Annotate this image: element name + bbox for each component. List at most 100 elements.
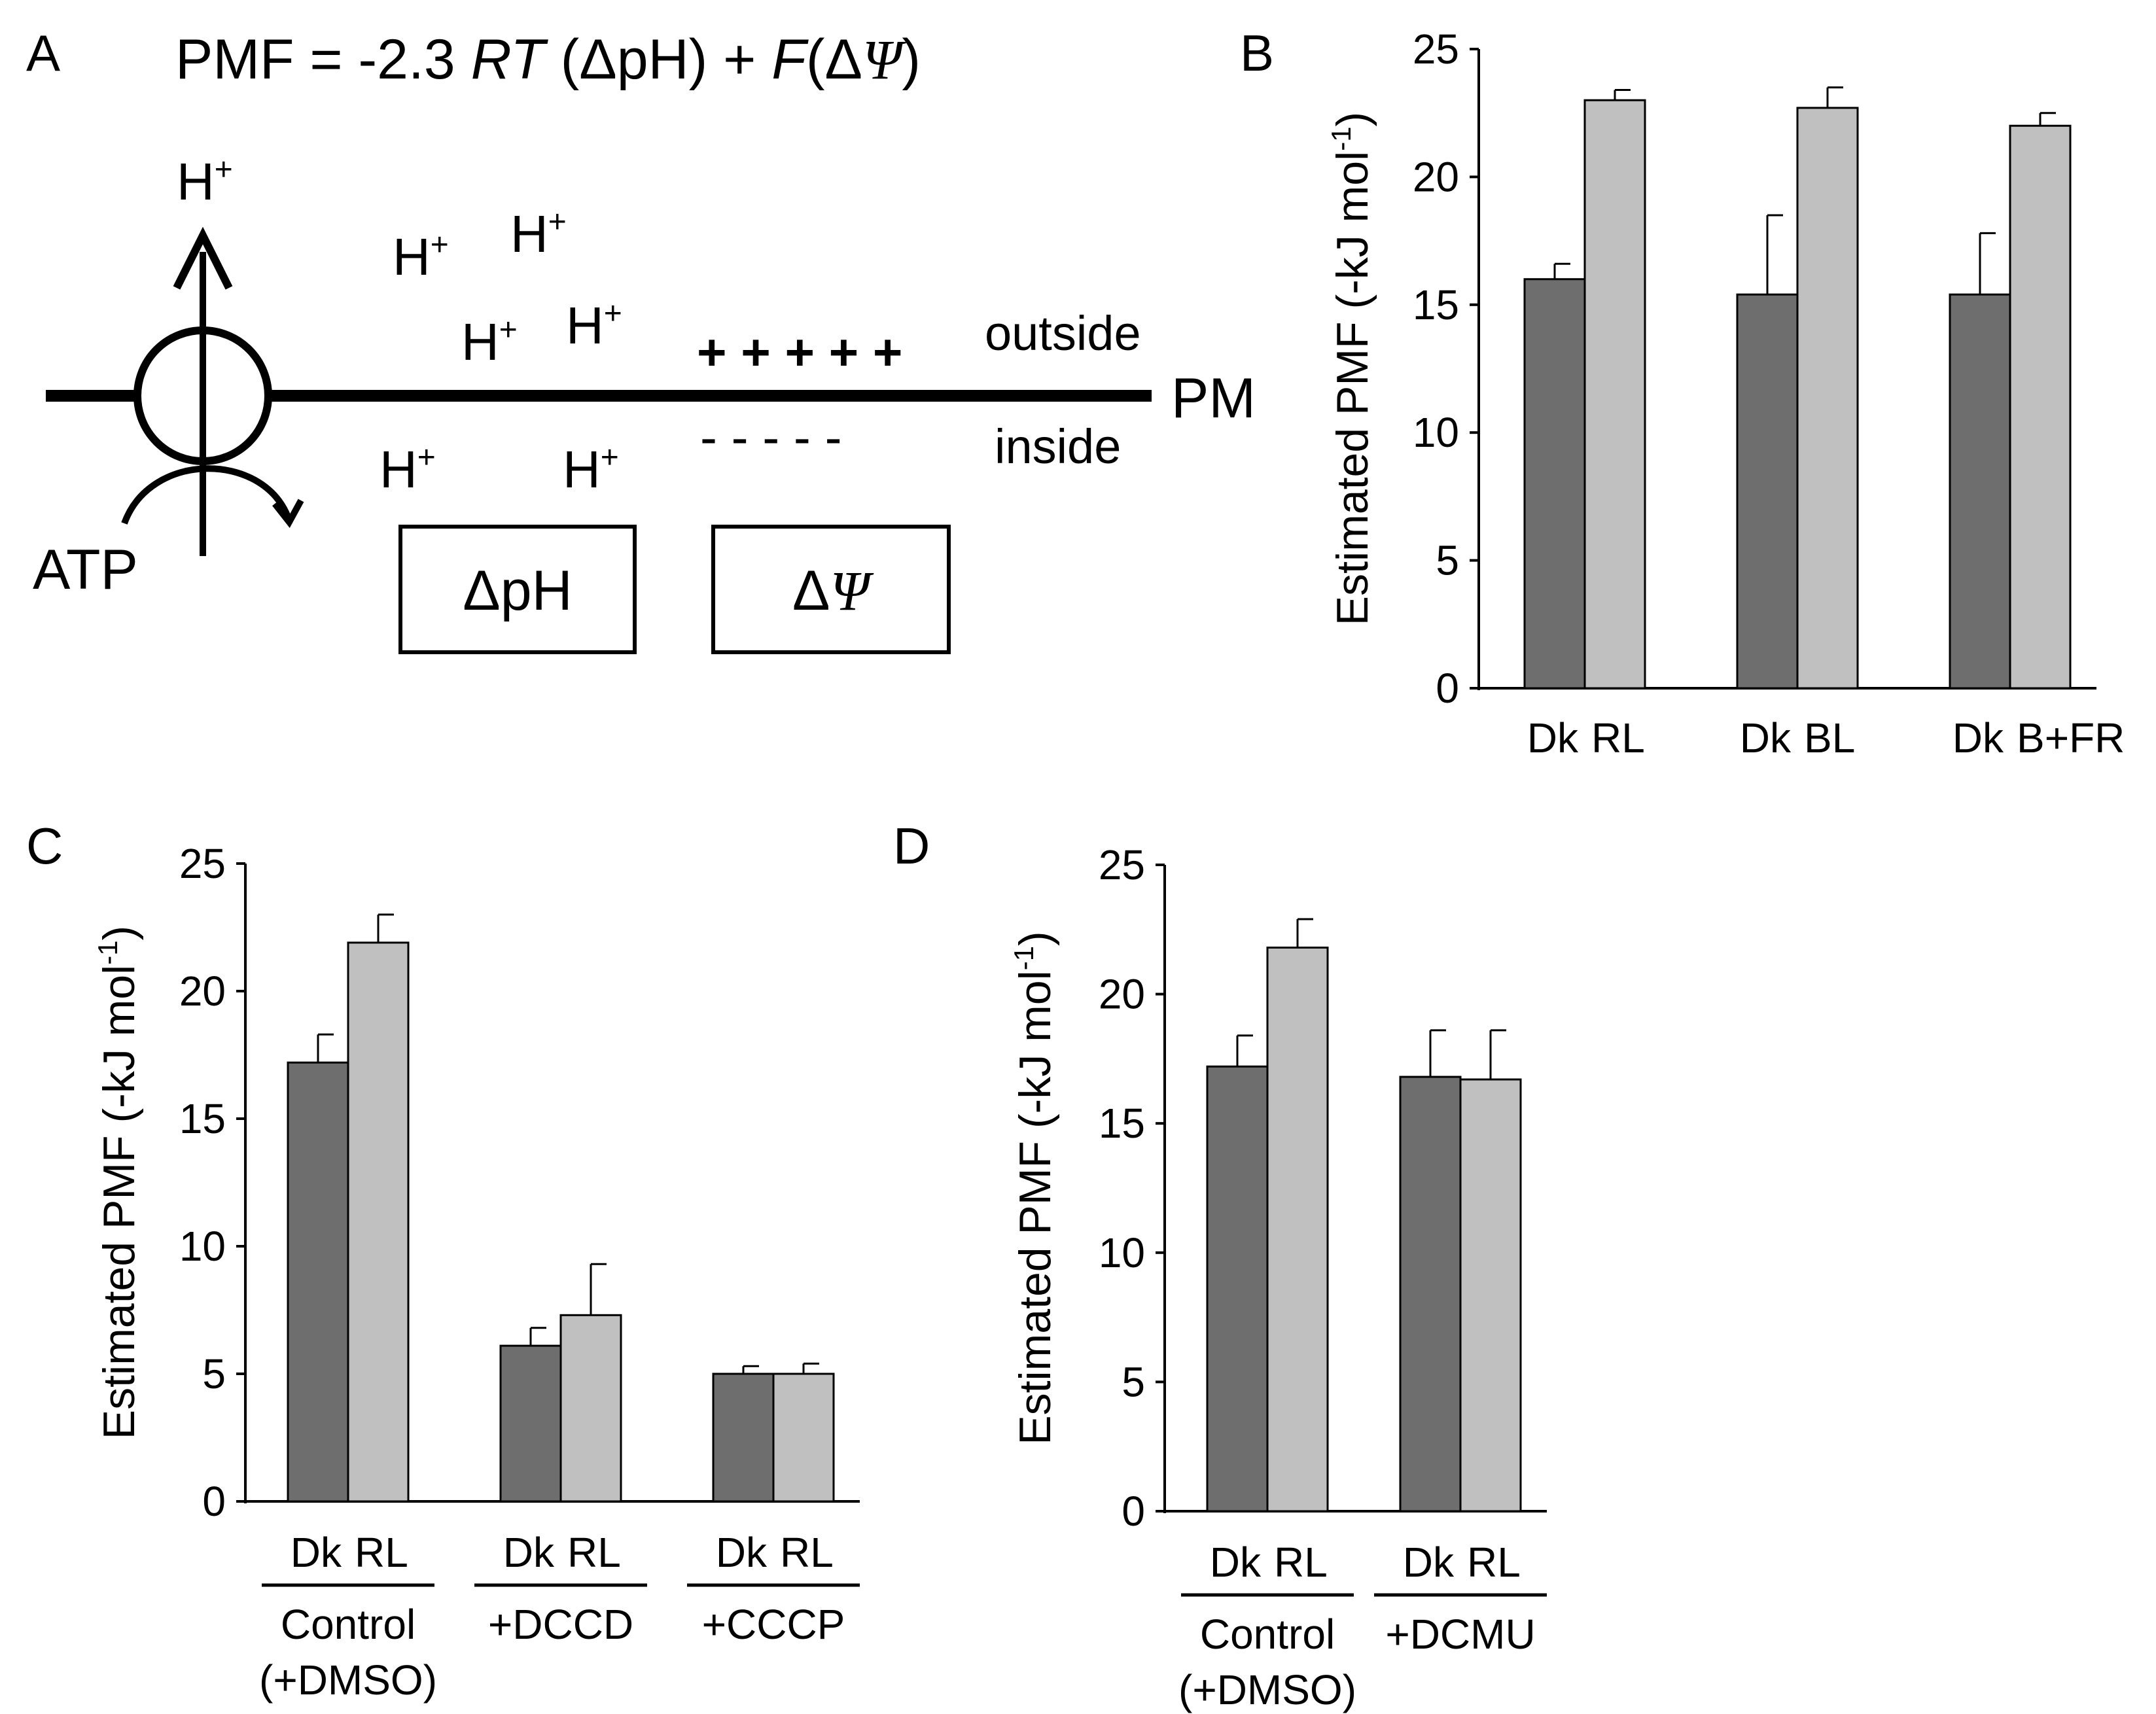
y-tick-label: 20: [1099, 971, 1145, 1018]
panel-letter-b: B: [1240, 24, 1274, 82]
bar-light: [559, 1314, 622, 1503]
treatment-label: +CCCP: [702, 1601, 845, 1648]
x-label-dark: Dk: [1527, 714, 1579, 761]
x-label-light: RL: [780, 1529, 834, 1576]
bar-light: [1796, 107, 1859, 690]
x-label-light: RL: [1467, 1539, 1521, 1586]
inside-label: inside: [995, 419, 1121, 474]
y-tick-label: 20: [1413, 153, 1459, 200]
formula-rt: RT: [471, 28, 549, 91]
y-tick-label: 5: [1122, 1358, 1145, 1405]
y-axis-label: Estimated PMF (-kJ mol-1): [1008, 931, 1060, 1444]
treatment-label: Control: [281, 1601, 415, 1648]
atp-hydrolysis-arrow: [121, 465, 291, 525]
outside-label: outside: [985, 306, 1141, 360]
negative-charges: - - - - -: [700, 408, 842, 466]
proton-in-2: H+: [563, 440, 619, 498]
y-axis-label-close: ): [94, 926, 144, 941]
y-tick-label: 25: [179, 840, 226, 887]
panel-letter-d: D: [893, 817, 930, 875]
bar-dark: [1399, 1076, 1462, 1513]
bar-light: [1266, 946, 1329, 1513]
formula-open: (Δ: [806, 28, 862, 91]
y-tick-label: 10: [179, 1223, 226, 1270]
pump-arrow-head: [173, 226, 233, 290]
atp-arrow-head: [272, 498, 304, 529]
treatment-label: Control: [1200, 1611, 1335, 1658]
x-label-light: RL: [355, 1529, 408, 1576]
bar-dark: [287, 1061, 349, 1503]
bar-light: [1459, 1078, 1522, 1513]
bar-dark: [1206, 1065, 1269, 1513]
delta-ph-label: ΔpH: [463, 559, 572, 622]
proton-out-4: H+: [566, 296, 622, 355]
bar-light: [347, 941, 410, 1503]
y-tick-label: 15: [1413, 281, 1459, 328]
y-tick-label: 10: [1413, 409, 1459, 456]
y-axis-label: Estimated PMF (-kJ mol-1): [1326, 112, 1377, 625]
bar-dark: [712, 1373, 775, 1503]
x-label-light: B+FR: [2017, 714, 2125, 761]
y-tick-label: 0: [1436, 665, 1459, 712]
y-axis-label-main: Estimated PMF (-kJ mol: [1010, 970, 1060, 1444]
y-axis-label-close: ): [1010, 931, 1060, 946]
x-label-dark: Dk: [1740, 714, 1792, 761]
formula-mid: (ΔpH) +: [545, 28, 772, 91]
positive-charges: + + + + +: [697, 323, 902, 381]
x-label-dark: Dk: [1403, 1539, 1455, 1586]
bar-dark: [499, 1344, 562, 1503]
treatment-label: (+DMSO): [1178, 1666, 1356, 1713]
formula-f: F: [771, 28, 809, 91]
proton-pumped: H+: [177, 152, 233, 211]
delta-psi-box: [711, 525, 951, 654]
panel-a: A PMF = -2.3 RT (ΔpH) + F(ΔΨ) PM ATP H+ …: [26, 24, 1256, 654]
y-axis-label-main: Estimated PMF (-kJ mol: [94, 965, 144, 1439]
delta-psi-label: ΔΨ: [792, 559, 874, 622]
x-label-dark: Dk: [503, 1529, 555, 1576]
formula-psi: Ψ: [862, 28, 906, 91]
x-label-light: BL: [1804, 714, 1855, 761]
x-label-light: RL: [1591, 714, 1645, 761]
y-tick-label: 5: [202, 1350, 226, 1397]
y-axis-label: Estimated PMF (-kJ mol-1): [92, 926, 144, 1439]
chart-b: 0 5 10 15 20 25 Estimated PMF (-kJ mol-1) Dk RL D…: [1326, 26, 2125, 761]
y-tick-label: 0: [1122, 1488, 1145, 1535]
y-axis-label-close: ): [1328, 112, 1377, 127]
y-tick-label: 20: [179, 968, 226, 1015]
x-label-dark: Dk: [1953, 714, 2004, 761]
proton-out-3: H+: [461, 313, 518, 371]
membrane-label: PM: [1171, 367, 1256, 430]
y-axis-label-sup: -1: [1008, 946, 1039, 970]
atp-label: ATP: [33, 538, 138, 601]
x-label-dark: Dk: [291, 1529, 342, 1576]
delta-ph-box: [398, 525, 637, 654]
x-label-dark: Dk: [1210, 1539, 1262, 1586]
chart-d: 0 5 10 15 20 25 Estimated PMF (-kJ mol-1) Dk RL C…: [1008, 841, 1547, 1713]
panel-letter-a: A: [26, 24, 60, 82]
x-label-dark: Dk: [716, 1529, 768, 1576]
panel-letter-c: C: [26, 817, 63, 875]
y-tick-label: 10: [1099, 1229, 1145, 1276]
bar-dark: [1523, 278, 1586, 690]
treatment-label: (+DMSO): [259, 1656, 437, 1704]
y-axis-label-sup: -1: [1326, 126, 1356, 150]
y-tick-label: 25: [1099, 841, 1145, 888]
bar-dark: [1736, 293, 1799, 690]
bar-light: [2009, 124, 2072, 690]
y-tick-label: 5: [1436, 537, 1459, 584]
y-tick-label: 0: [202, 1478, 226, 1525]
bar-light: [772, 1373, 835, 1503]
chart-c: 0 5 10 15 20 25 Estimated PMF (-kJ mol-1) Dk RL C…: [92, 840, 860, 1704]
y-axis-label-main: Estimated PMF (-kJ mol: [1328, 151, 1377, 625]
y-tick-label: 15: [1099, 1100, 1145, 1147]
proton-in-1: H+: [380, 440, 436, 498]
proton-out-2: H+: [510, 205, 567, 263]
x-label-light: RL: [1274, 1539, 1328, 1586]
y-tick-label: 25: [1413, 26, 1459, 73]
bar-light: [1583, 99, 1646, 690]
treatment-label: +DCCD: [488, 1601, 633, 1648]
pmf-formula: PMF = -2.3 RT (ΔpH) + F(ΔΨ): [175, 28, 921, 91]
y-tick-label: 15: [179, 1095, 226, 1142]
proton-out-1: H+: [393, 228, 449, 286]
